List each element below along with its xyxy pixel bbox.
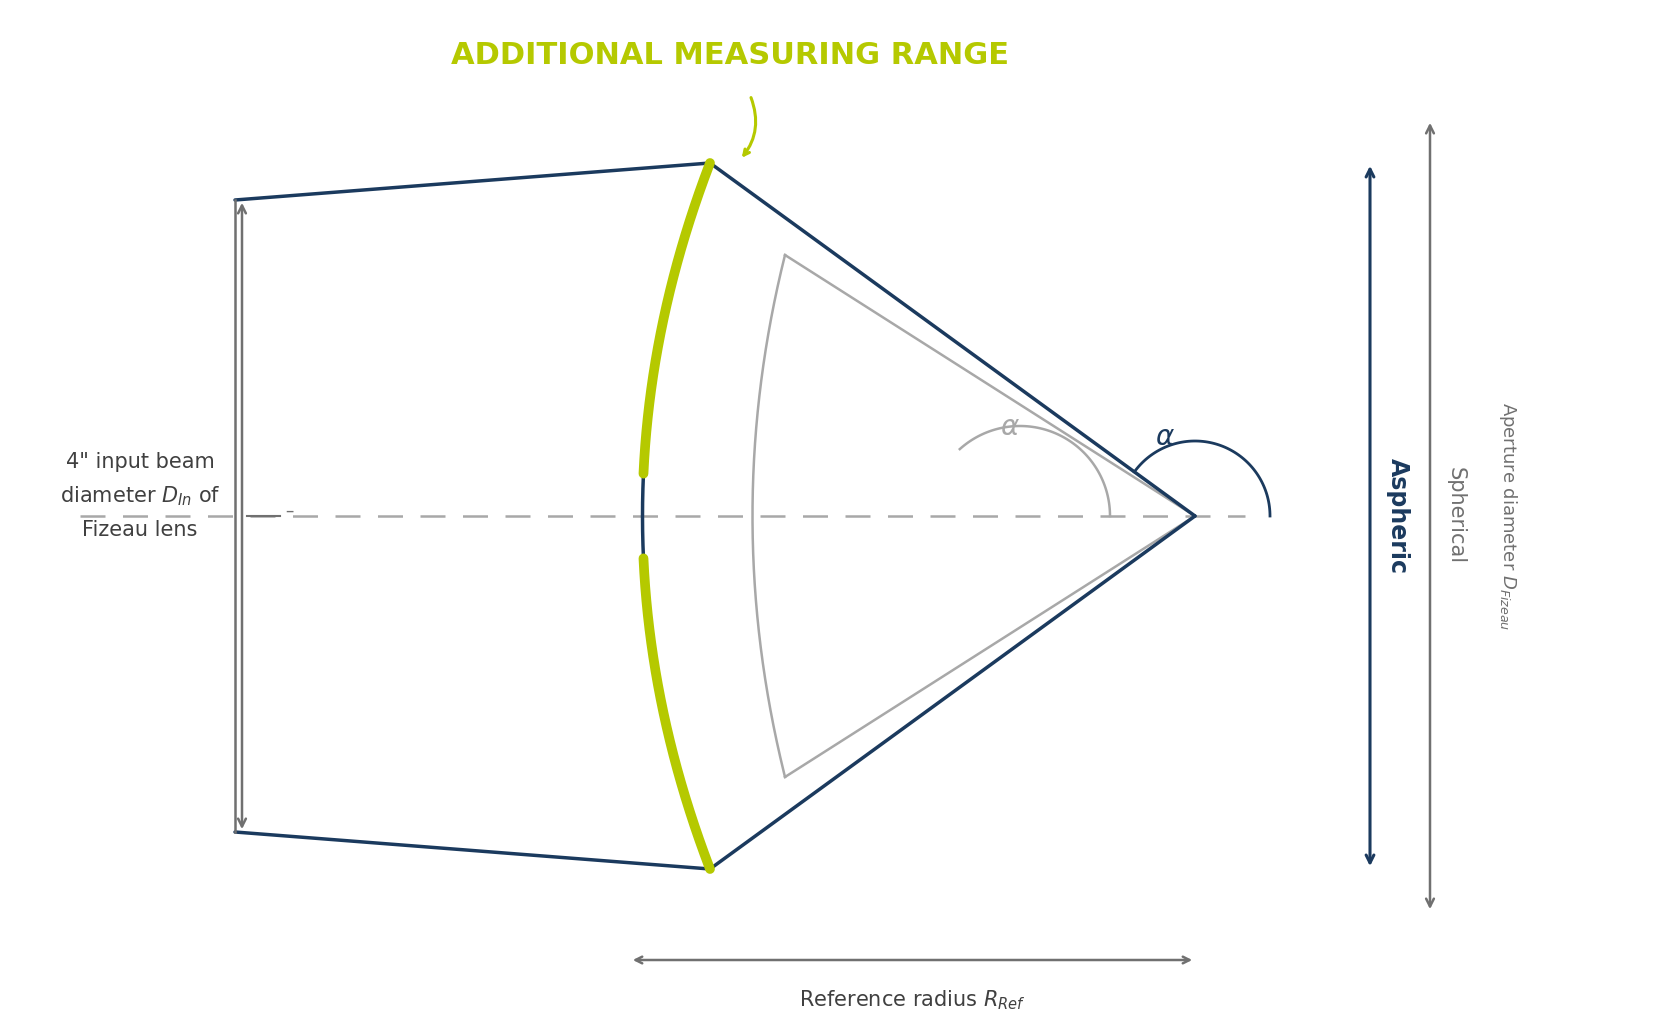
Text: ADDITIONAL MEASURING RANGE: ADDITIONAL MEASURING RANGE bbox=[452, 40, 1009, 69]
Text: Aperture diameter $D_{Fizeau}$: Aperture diameter $D_{Fizeau}$ bbox=[1497, 402, 1519, 630]
Text: Reference radius $R_{Ref}$: Reference radius $R_{Ref}$ bbox=[798, 988, 1025, 1011]
Text: $\alpha$: $\alpha$ bbox=[1000, 413, 1020, 441]
Text: $\alpha$: $\alpha$ bbox=[1155, 422, 1175, 451]
Text: 4" input beam
diameter $D_{In}$ of
Fizeau lens: 4" input beam diameter $D_{In}$ of Fizea… bbox=[60, 452, 220, 539]
Text: Aspheric: Aspheric bbox=[1385, 458, 1410, 574]
Text: –: – bbox=[285, 502, 293, 520]
Text: Spherical: Spherical bbox=[1445, 468, 1465, 565]
